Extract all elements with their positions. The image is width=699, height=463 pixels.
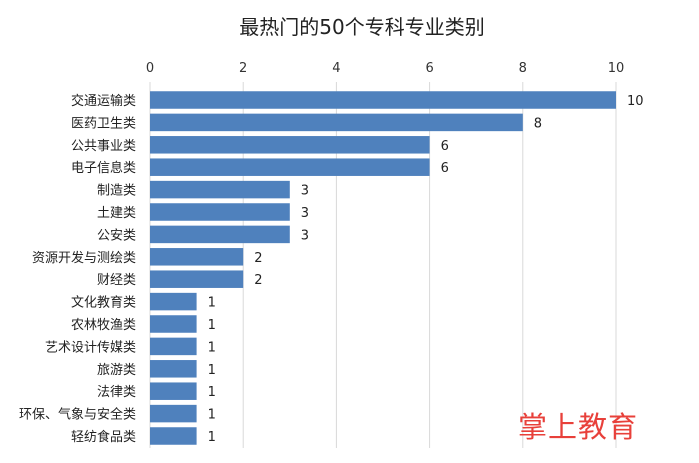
bar xyxy=(150,248,244,266)
data-label: 2 xyxy=(254,273,262,288)
chart-title: 最热门的50个专科专业类别 xyxy=(239,15,484,39)
category-label: 公安类 xyxy=(97,228,136,243)
category-label: 轻纺食品类 xyxy=(71,429,136,445)
bar xyxy=(150,113,523,132)
bar xyxy=(150,270,244,288)
data-label: 1 xyxy=(208,385,216,400)
category-label: 医药卫生类 xyxy=(71,116,136,131)
data-label: 1 xyxy=(208,408,216,423)
category-label: 法律类 xyxy=(97,385,136,400)
bar xyxy=(150,427,197,445)
data-label: 2 xyxy=(254,251,262,266)
data-label: 6 xyxy=(441,139,449,154)
category-label: 电子信息类 xyxy=(71,160,136,176)
category-label: 交通运输类 xyxy=(71,93,136,109)
x-tick-label: 8 xyxy=(519,61,527,76)
watermark-text: 掌上教育 xyxy=(518,410,639,444)
bar xyxy=(150,91,616,109)
bar xyxy=(150,225,290,244)
bar xyxy=(150,315,197,333)
category-label: 公共事业类 xyxy=(71,139,136,154)
data-label: 10 xyxy=(627,94,644,109)
x-tick-label: 4 xyxy=(332,61,340,76)
bar xyxy=(150,203,290,221)
data-label: 6 xyxy=(441,161,449,176)
bar xyxy=(150,404,197,423)
category-label: 文化教育类 xyxy=(71,295,136,311)
x-tick-label: 0 xyxy=(146,61,154,76)
category-label: 资源开发与测绘类 xyxy=(32,250,136,266)
x-tick-label: 10 xyxy=(608,61,625,76)
bar xyxy=(150,292,197,311)
bars xyxy=(150,91,616,445)
data-label: 8 xyxy=(534,116,542,131)
data-label: 1 xyxy=(208,318,216,333)
data-label: 3 xyxy=(301,228,309,243)
category-label: 艺术设计传媒类 xyxy=(45,340,136,355)
data-label: 1 xyxy=(208,363,216,378)
category-label: 制造类 xyxy=(97,184,136,199)
bar xyxy=(150,180,290,199)
bar xyxy=(150,360,197,378)
category-labels: 交通运输类医药卫生类公共事业类电子信息类制造类土建类公安类资源开发与测绘类财经类… xyxy=(19,93,136,445)
bar xyxy=(150,136,430,154)
data-label: 1 xyxy=(208,340,216,355)
category-label: 土建类 xyxy=(97,206,136,221)
bar xyxy=(150,382,197,400)
x-axis-ticks: 0 2 4 6 8 10 xyxy=(146,61,624,76)
data-label: 1 xyxy=(208,296,216,311)
x-tick-label: 2 xyxy=(239,61,247,76)
bar xyxy=(150,158,430,176)
category-label: 旅游类 xyxy=(97,363,136,378)
data-labels: 10 8 6 6 3 3 3 2 2 1 1 1 1 1 1 1 xyxy=(208,94,644,445)
data-label: 3 xyxy=(301,206,309,221)
category-label: 财经类 xyxy=(97,273,136,288)
x-tick-label: 6 xyxy=(425,61,433,76)
bar xyxy=(150,337,197,356)
data-label: 3 xyxy=(301,184,309,199)
category-label: 环保、气象与安全类 xyxy=(19,407,136,423)
category-label: 农林牧渔类 xyxy=(71,318,136,333)
data-label: 1 xyxy=(208,430,216,445)
